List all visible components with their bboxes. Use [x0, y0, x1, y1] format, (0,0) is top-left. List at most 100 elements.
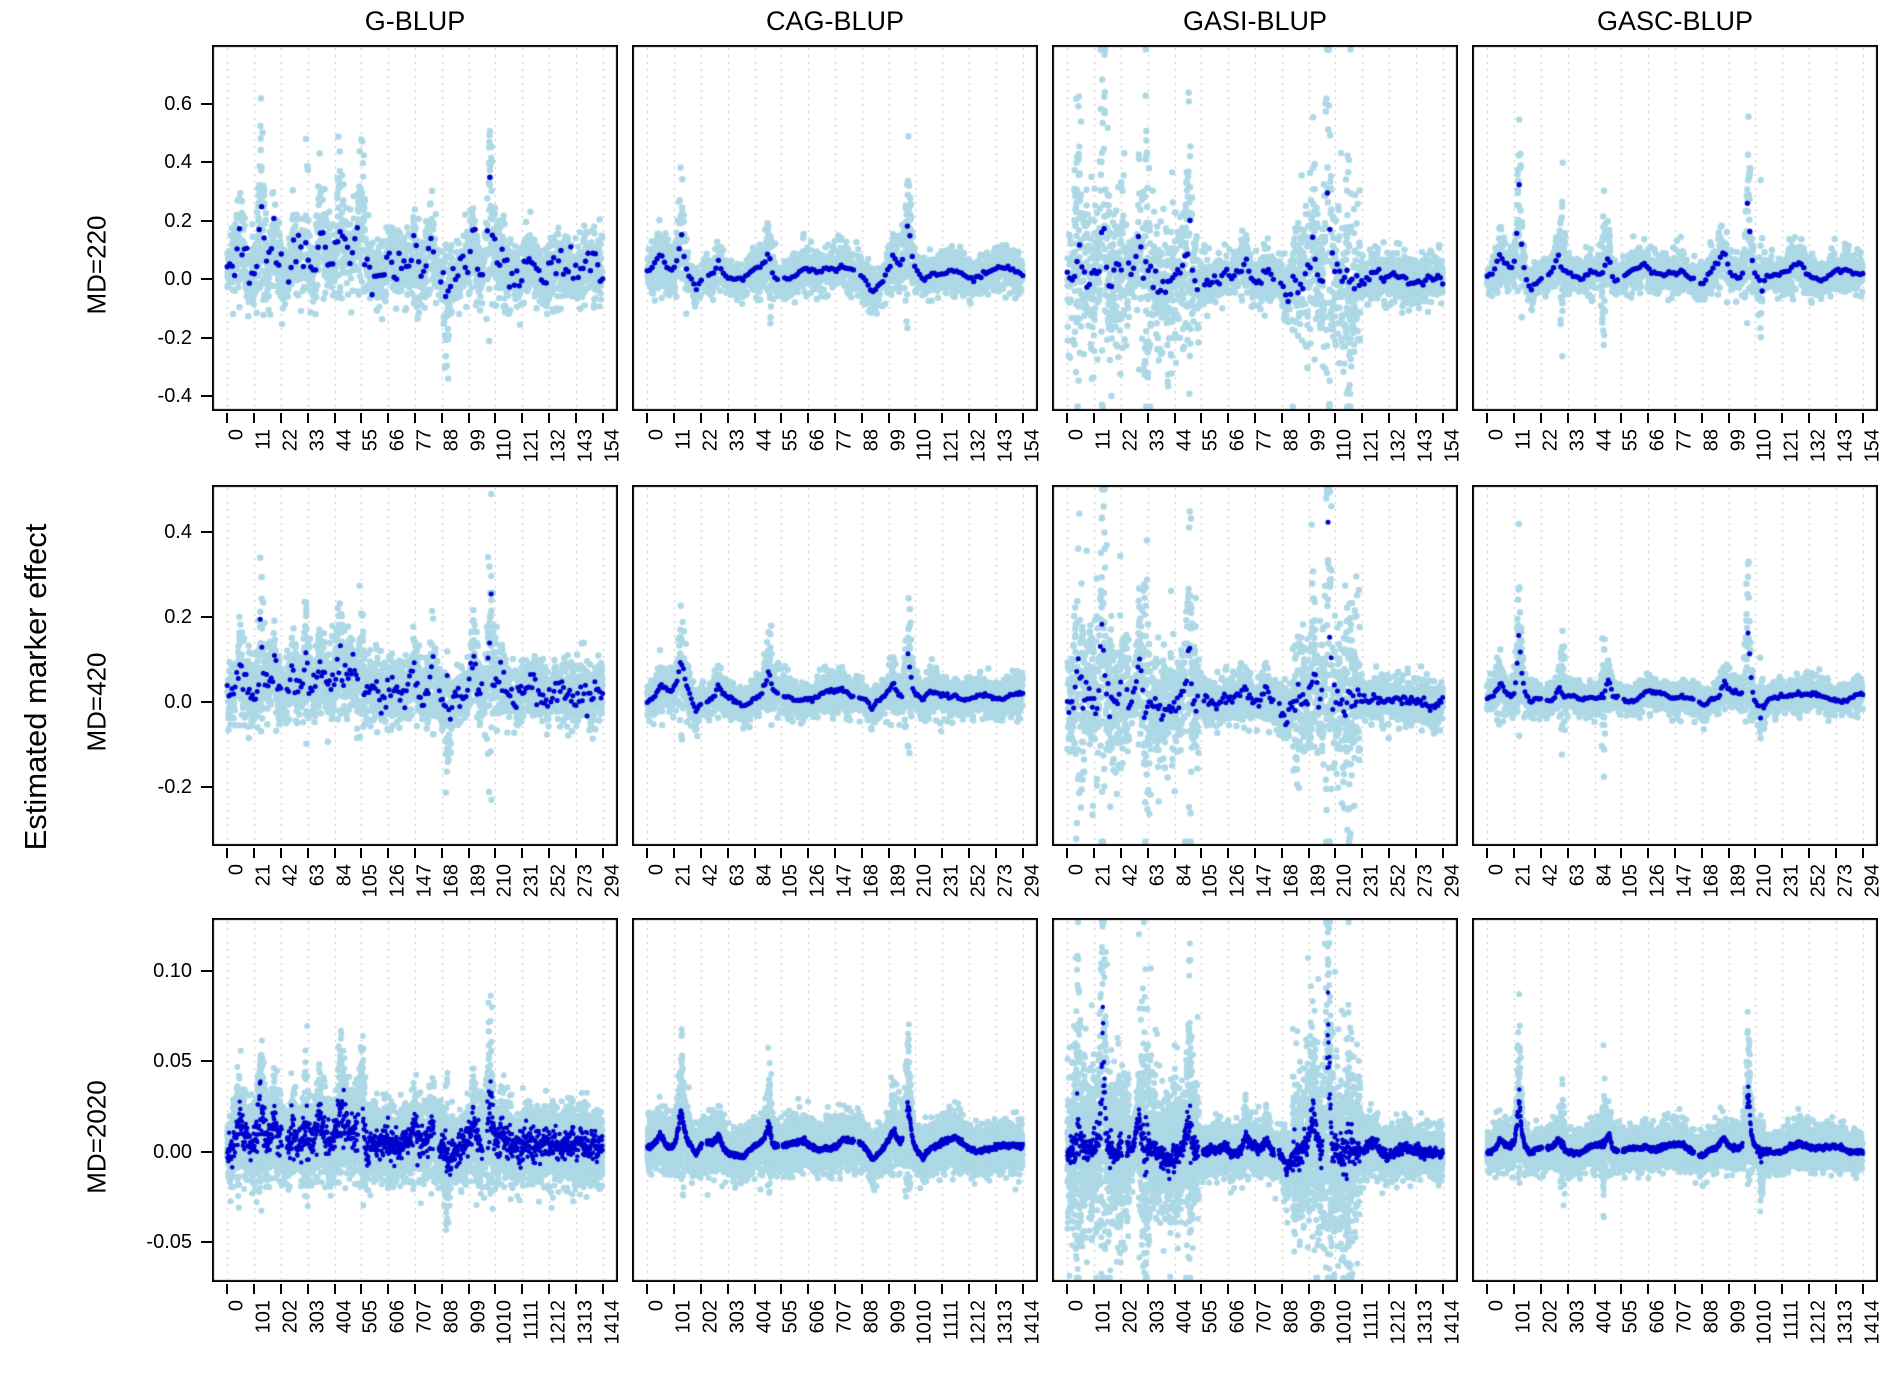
x-tick-mark [1280, 1284, 1283, 1294]
x-tick-mark [1388, 1284, 1391, 1294]
x-tick-label: 202 [1119, 1300, 1142, 1334]
x-tick-label: 606 [1646, 1300, 1669, 1334]
panel-md220-gasi-blup [1052, 45, 1458, 411]
x-tick-label: 0 [1065, 1300, 1088, 1312]
x-tick-mark [1781, 848, 1784, 858]
x-tick-label: 66 [806, 429, 829, 452]
x-tick-label: 404 [753, 1300, 776, 1334]
x-tick-mark [1093, 413, 1096, 423]
x-tick-mark [1334, 413, 1337, 423]
x-tick-mark [1513, 413, 1516, 423]
x-tick-label: 189 [467, 864, 490, 898]
x-tick-mark [521, 848, 524, 858]
x-tick-label: 505 [779, 1300, 802, 1334]
x-tick-mark [1200, 848, 1203, 858]
x-tick-mark [941, 413, 944, 423]
x-tick-mark [360, 1284, 363, 1294]
x-tick-mark [279, 413, 282, 423]
x-tick-mark [807, 1284, 810, 1294]
x-tick-mark [548, 413, 551, 423]
x-tick-label: 606 [386, 1300, 409, 1334]
column-title-gasi-blup: GASI-BLUP [1182, 6, 1328, 36]
x-tick-mark [646, 848, 649, 858]
x-tick-label: 0 [1485, 1300, 1508, 1312]
x-tick-mark [753, 1284, 756, 1294]
y-tick-mark [201, 278, 212, 281]
x-tick-label: 105 [1199, 864, 1222, 898]
x-tick-label: 132 [967, 429, 990, 463]
x-tick-label: 707 [833, 1300, 856, 1334]
x-tick-mark [1539, 1284, 1542, 1294]
x-tick-label: 21 [1092, 864, 1115, 887]
scatter-canvas-md420-gasc-blup [1472, 485, 1878, 846]
x-tick-mark [1647, 413, 1650, 423]
x-tick-label: 1010 [493, 1300, 516, 1345]
panel-md2020-cag-blup [632, 918, 1038, 1282]
x-tick-label: 273 [1414, 864, 1437, 898]
x-tick-label: 147 [1253, 864, 1276, 898]
x-tick-mark [1119, 1284, 1122, 1294]
x-tick-label: 808 [1700, 1300, 1723, 1334]
x-tick-mark [1414, 413, 1417, 423]
x-tick-label: 154 [1021, 429, 1044, 463]
x-tick-mark [306, 413, 309, 423]
x-tick-label: 44 [1593, 429, 1616, 452]
x-tick-label: 303 [1146, 1300, 1169, 1334]
x-tick-label: 66 [1646, 429, 1669, 452]
x-tick-mark [574, 848, 577, 858]
y-tick-mark [201, 219, 212, 222]
x-tick-mark [1200, 413, 1203, 423]
y-tick-label: -0.2 [157, 775, 192, 798]
x-tick-mark [1254, 848, 1256, 858]
x-tick-label: 909 [887, 1300, 910, 1334]
x-tick-mark [780, 1284, 783, 1294]
x-tick-mark [1674, 1284, 1676, 1294]
x-tick-label: 55 [779, 429, 802, 452]
x-tick-label: 42 [699, 864, 722, 887]
panel-md2020-gasc-blup [1472, 918, 1878, 1282]
x-tick-mark [1781, 1284, 1784, 1294]
x-tick-mark [1620, 413, 1623, 423]
x-tick-label: 121 [1360, 429, 1383, 463]
x-tick-mark [1066, 848, 1069, 858]
x-tick-mark [494, 848, 497, 858]
scatter-canvas-md220-g-blup [212, 45, 618, 411]
x-tick-mark [1674, 413, 1676, 423]
x-tick-label: 11 [672, 429, 695, 450]
x-tick-label: 189 [887, 864, 910, 898]
x-tick-label: 1010 [1333, 1300, 1356, 1345]
x-tick-label: 22 [1119, 429, 1142, 452]
x-tick-mark [467, 848, 470, 858]
panel-md420-g-blup [212, 485, 618, 846]
x-tick-label: 808 [440, 1300, 463, 1334]
x-tick-label: 99 [887, 429, 910, 452]
x-tick-mark [1307, 848, 1310, 858]
scatter-canvas-md420-cag-blup [632, 485, 1038, 846]
y-tick-label: -0.2 [157, 326, 192, 349]
x-tick-mark [1021, 413, 1024, 423]
x-tick-label: 1212 [1807, 1300, 1830, 1345]
x-tick-label: 126 [386, 864, 409, 898]
x-tick-mark [914, 413, 917, 423]
x-tick-mark [414, 848, 416, 858]
x-tick-label: 505 [1619, 1300, 1642, 1334]
x-tick-label: 44 [753, 429, 776, 452]
x-tick-mark [780, 848, 783, 858]
x-tick-mark [1388, 848, 1391, 858]
x-tick-label: 909 [1307, 1300, 1330, 1334]
x-tick-label: 1414 [1861, 1300, 1884, 1345]
y-tick-label: 0.6 [164, 92, 192, 115]
x-tick-label: 126 [1646, 864, 1669, 898]
column-title-gasc-blup: GASC-BLUP [1596, 6, 1754, 36]
x-tick-mark [1021, 1284, 1024, 1294]
x-tick-label: 132 [1387, 429, 1410, 463]
y-tick-mark [201, 395, 212, 398]
x-tick-mark [1227, 413, 1230, 423]
x-tick-mark [226, 1284, 229, 1294]
x-tick-label: 63 [1146, 864, 1169, 887]
x-tick-mark [1834, 848, 1837, 858]
x-tick-mark [1227, 848, 1230, 858]
x-tick-mark [306, 1284, 309, 1294]
x-tick-label: 101 [1092, 1300, 1115, 1334]
x-tick-mark [387, 1284, 390, 1294]
